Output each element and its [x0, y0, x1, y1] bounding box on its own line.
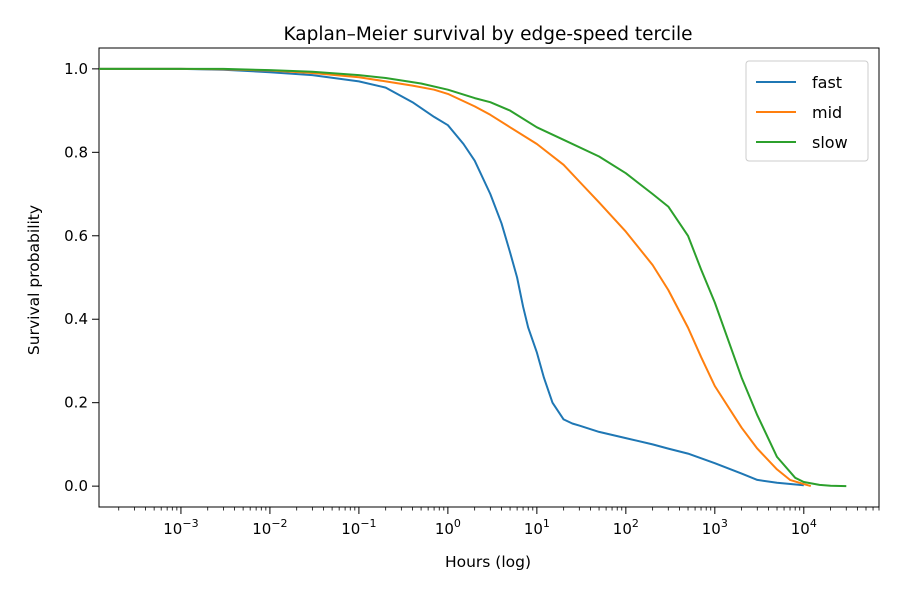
x-tick-label: 10−2 — [252, 517, 287, 538]
legend: fast mid slow — [745, 60, 869, 162]
y-axis-label: Survival probability — [25, 205, 43, 355]
legend-box — [745, 60, 869, 162]
chart-title: Kaplan–Meier survival by edge-speed terc… — [284, 24, 693, 45]
y-tick-label: 1.0 — [64, 60, 88, 78]
x-tick-label: 102 — [613, 517, 639, 538]
y-tick-label: 0.0 — [64, 477, 88, 495]
x-tick-label: 101 — [524, 517, 550, 538]
y-tick-label: 0.2 — [64, 394, 88, 412]
legend-label-slow: slow — [812, 133, 848, 152]
x-tick-label: 103 — [702, 517, 728, 538]
plot-area — [98, 47, 880, 508]
series-line-slow — [99, 67, 847, 488]
series-layer — [99, 67, 847, 488]
x-tick-label: 10−1 — [341, 517, 376, 538]
legend-label-fast: fast — [812, 73, 842, 92]
series-line-fast — [99, 67, 804, 487]
legend-label-mid: mid — [812, 103, 842, 122]
y-tick-label: 0.6 — [64, 227, 88, 245]
x-axis: 10−3 10−2 10−1 100 101 102 103 104 — [118, 507, 880, 538]
series-line-mid — [99, 67, 812, 488]
x-axis-label: Hours (log) — [445, 553, 531, 571]
x-tick-label: 100 — [435, 517, 461, 538]
x-tick-label: 10−3 — [163, 517, 198, 538]
y-axis: 0.0 0.2 0.4 0.6 0.8 1.0 — [64, 60, 99, 495]
y-tick-label: 0.8 — [64, 143, 88, 161]
x-tick-label: 104 — [791, 517, 817, 538]
y-tick-label: 0.4 — [64, 310, 88, 328]
